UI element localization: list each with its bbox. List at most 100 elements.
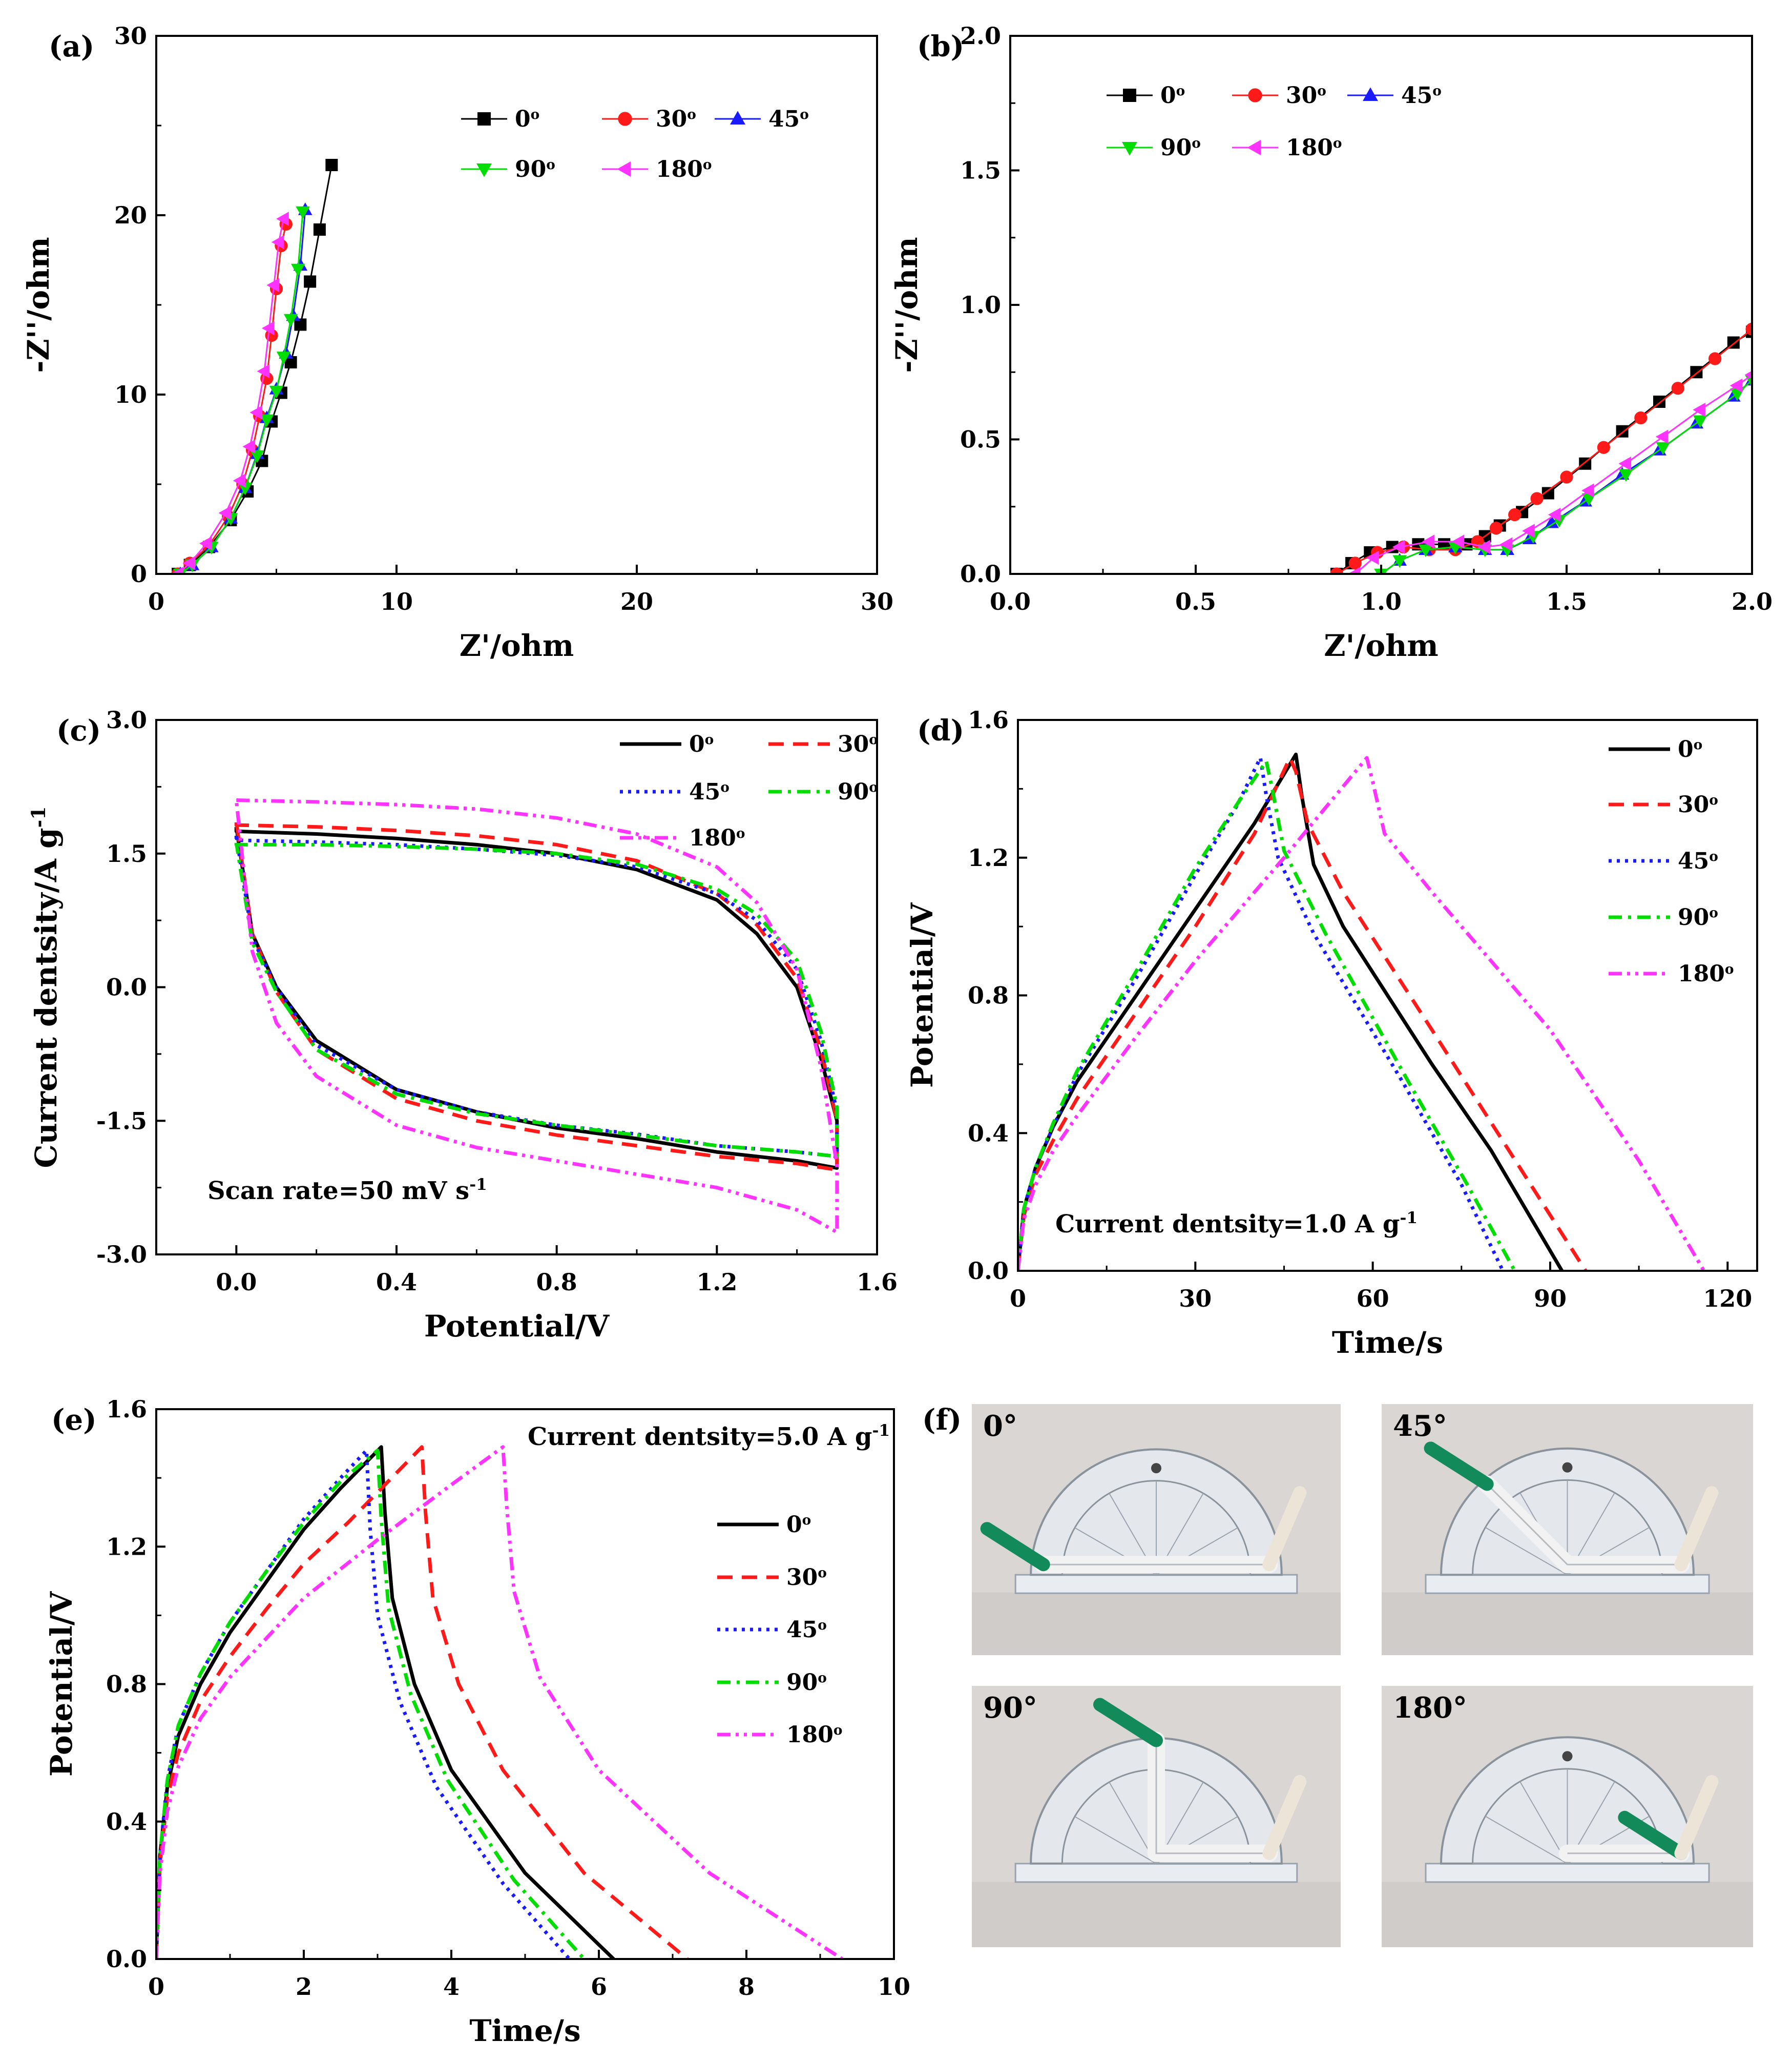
data-point-90deg bbox=[259, 414, 274, 427]
protractor-base bbox=[1014, 1574, 1298, 1594]
series-line-180deg bbox=[1018, 756, 1706, 1271]
y-tick-label: 1.6 bbox=[968, 706, 1009, 734]
data-point-30deg bbox=[1530, 492, 1544, 505]
device-strip-edge bbox=[1486, 1483, 1681, 1565]
legend-label-90deg: 90o bbox=[838, 779, 878, 805]
legend-label-90deg: 90o bbox=[1160, 135, 1201, 161]
data-point-180deg bbox=[218, 506, 232, 520]
legend-marker-0deg bbox=[477, 112, 491, 126]
series-line-45deg bbox=[1018, 756, 1505, 1271]
x-tick-label: 0 bbox=[1010, 1285, 1026, 1312]
y-tick-label: 0.0 bbox=[960, 560, 1001, 588]
legend-label-180deg: 180o bbox=[656, 156, 712, 182]
white-clip-icon bbox=[1262, 1775, 1307, 1860]
y-tick-label: 0.5 bbox=[960, 426, 1001, 453]
y-tick-label: 0.4 bbox=[968, 1119, 1009, 1147]
photo-table-surface bbox=[972, 1882, 1341, 1947]
y-tick-label: 0.4 bbox=[106, 1808, 147, 1836]
annotation-e: Current dentsity=5.0 A g-1 bbox=[528, 1421, 890, 1451]
legend-label-0deg: 0o bbox=[689, 731, 714, 757]
legend-marker-90deg bbox=[1122, 141, 1137, 156]
x-tick-label: 8 bbox=[738, 1973, 755, 2001]
protractor-ray bbox=[1485, 1527, 1568, 1576]
x-tick-label: 1.2 bbox=[696, 1268, 737, 1296]
legend-b: 0o 30o 45o 90o 180o bbox=[1107, 83, 1442, 161]
x-tick-label: 0.8 bbox=[536, 1268, 577, 1296]
legend-label-0deg: 0o bbox=[786, 1512, 811, 1538]
protractor-pin bbox=[1562, 1462, 1573, 1473]
chart-c: 0.0 0.4 0.8 1.2 1.6 -3.0 -1.5 0.0 1.5 3.0 Potentia… bbox=[27, 706, 898, 1344]
plot-frame-b bbox=[1009, 35, 1753, 575]
data-point-180deg bbox=[242, 439, 256, 454]
x-tick-label: 1.6 bbox=[857, 1268, 898, 1296]
data-point-180deg bbox=[1477, 540, 1490, 554]
data-point-30deg bbox=[1348, 556, 1362, 570]
x-tick-label: 120 bbox=[1703, 1285, 1752, 1312]
panel-label-e: (e) bbox=[51, 1403, 97, 1437]
y-tick-label: 30 bbox=[114, 22, 147, 50]
x-tick-label: 10 bbox=[380, 588, 413, 615]
data-point-180deg bbox=[1422, 534, 1435, 549]
chart-b: 0.0 0.5 1.0 1.5 2.0 0.0 0.5 1.0 1.5 2.0 Z'/ohm -Z''… bbox=[889, 22, 1773, 663]
x-tick-label: 2.0 bbox=[1732, 588, 1773, 615]
legend-label-90deg: 90o bbox=[515, 156, 555, 182]
x-tick-label: 0.5 bbox=[1175, 588, 1216, 615]
protractor-base bbox=[1425, 1863, 1710, 1883]
photo-angle-label: 45° bbox=[1393, 1409, 1447, 1443]
photo-90deg: 90° bbox=[972, 1686, 1341, 1947]
data-point-90deg bbox=[269, 385, 284, 399]
data-point-90deg bbox=[1392, 555, 1407, 568]
data-point-180deg bbox=[276, 212, 289, 226]
data-point-180deg bbox=[233, 473, 246, 488]
data-point-90deg bbox=[290, 263, 305, 277]
x-tick-label: 1.0 bbox=[1361, 588, 1402, 615]
legend-marker-180deg bbox=[617, 161, 631, 177]
y-tick-label: 0.8 bbox=[106, 1671, 147, 1698]
x-tick-label: 0.0 bbox=[216, 1268, 257, 1296]
legend-label-0deg: 0o bbox=[1160, 83, 1185, 109]
data-point-180deg bbox=[170, 567, 183, 574]
series-line-0deg bbox=[177, 164, 332, 574]
y-tick-label: -1.5 bbox=[96, 1107, 147, 1135]
panel-label-b: (b) bbox=[917, 30, 964, 64]
plot-area-b bbox=[1330, 322, 1752, 574]
photo-table-surface bbox=[1382, 1592, 1753, 1655]
legend-label-0deg: 0o bbox=[1678, 736, 1702, 762]
data-point-180deg bbox=[1392, 540, 1405, 554]
legend-label-90deg: 90o bbox=[1678, 904, 1718, 931]
white-clip-icon bbox=[1674, 1486, 1719, 1572]
photo-angle-label: 0° bbox=[983, 1409, 1017, 1443]
legend-label-45deg: 45o bbox=[768, 106, 809, 132]
white-clip-icon bbox=[1262, 1486, 1307, 1572]
data-point-180deg bbox=[1655, 429, 1669, 444]
data-point-180deg bbox=[1581, 483, 1594, 498]
series-line-0deg bbox=[1018, 752, 1564, 1271]
legend-marker-30deg bbox=[1248, 88, 1262, 102]
data-point-180deg bbox=[271, 235, 284, 250]
legend-marker-180deg bbox=[1247, 140, 1261, 155]
legend-label-30deg: 30o bbox=[1286, 83, 1326, 109]
white-clip-icon bbox=[1674, 1775, 1719, 1860]
protractor-pin bbox=[1151, 1463, 1161, 1474]
legend-marker-45deg bbox=[1363, 87, 1378, 101]
legend-marker-90deg bbox=[476, 163, 492, 177]
chart-a: 0 10 20 30 0 10 20 30 Z'/ohm -Z''/ohm (a) 0o 30o 45o 9… bbox=[21, 22, 893, 663]
data-point-180deg bbox=[1730, 378, 1743, 393]
x-tick-label: 30 bbox=[861, 588, 893, 615]
x-axis-label: Z'/ohm bbox=[460, 628, 574, 663]
legend-e: 0o 30o 45o 90o 180o bbox=[717, 1512, 842, 1748]
series-line-30deg bbox=[156, 1445, 689, 1959]
data-point-180deg bbox=[1693, 402, 1705, 417]
y-tick-label: 0 bbox=[131, 560, 147, 588]
y-tick-label: 1.5 bbox=[106, 840, 147, 868]
green-clip-icon bbox=[1618, 1810, 1688, 1860]
plot-area-c bbox=[234, 798, 839, 1234]
data-point-30deg bbox=[1745, 322, 1752, 336]
data-point-180deg bbox=[1548, 507, 1561, 522]
y-tick-label: 1.2 bbox=[106, 1533, 147, 1560]
x-tick-label: 2 bbox=[296, 1973, 312, 2001]
y-tick-label: 0.0 bbox=[106, 1945, 147, 1973]
panel-label-f: (f) bbox=[922, 1403, 962, 1437]
legend-label-45deg: 45o bbox=[1401, 83, 1442, 109]
data-point-90deg bbox=[1745, 375, 1752, 388]
